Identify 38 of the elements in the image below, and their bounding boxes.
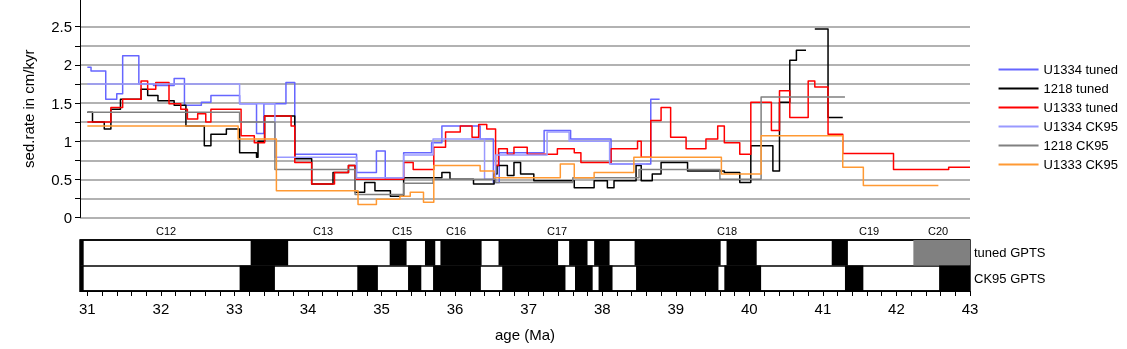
bar — [913, 240, 970, 266]
text: C13 — [313, 224, 334, 237]
x-tick-label: 37 — [520, 300, 538, 317]
x-tick-label: 42 — [888, 300, 905, 317]
x-tick-label: 39 — [667, 300, 685, 317]
x-tick-label: 33 — [226, 300, 243, 317]
y-tick-label: 0 — [63, 209, 72, 226]
y-tick-label: 1 — [63, 132, 72, 150]
x-axis-title: age (Ma) — [494, 326, 556, 343]
legend-label: 1218 CK95 — [1043, 138, 1109, 153]
text: C18 — [717, 224, 738, 237]
x-tick-label: 40 — [741, 300, 758, 317]
y-tick-label: 2.5 — [51, 18, 72, 36]
text: C12 — [156, 224, 177, 237]
legend-label: U1334 CK95 — [1043, 119, 1118, 134]
y-tick-label: 0.5 — [51, 170, 72, 188]
x-tick-label: 31 — [79, 300, 96, 317]
x-tick-label: 36 — [446, 300, 464, 317]
legend-label: U1334 tuned — [1043, 62, 1118, 77]
text: C19 — [859, 224, 880, 237]
text: C17 — [547, 224, 568, 237]
x-tick-label: 43 — [961, 300, 979, 317]
x-tick-label: 38 — [593, 300, 611, 317]
text: C16 — [446, 224, 467, 237]
legend-label: U1333 tuned — [1043, 100, 1118, 115]
x-tick-label: 41 — [814, 300, 832, 317]
y-axis-title: sed.rate in cm/kyr — [20, 49, 37, 168]
y-tick-label: 1.5 — [51, 94, 72, 112]
x-tick-label: 34 — [299, 300, 317, 317]
legend-label: U1333 CK95 — [1043, 157, 1118, 172]
y-tick-label: 2 — [63, 56, 72, 74]
text: C20 — [928, 224, 949, 237]
legend-label: 1218 tuned — [1043, 81, 1109, 96]
y-tick-label: CK95 GPTS — [974, 270, 1046, 286]
text: C15 — [392, 224, 413, 237]
x-tick-label: 35 — [373, 300, 390, 317]
x-tick-label: 32 — [152, 300, 170, 317]
y-tick-label: tuned GPTS — [974, 245, 1046, 261]
